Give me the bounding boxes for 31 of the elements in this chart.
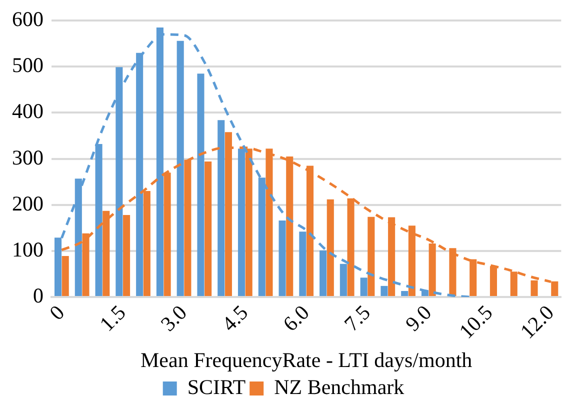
y-tick-label: 500 (12, 53, 44, 78)
x-tick-label: 4.5 (217, 300, 253, 336)
x-tick-label: 3.0 (156, 300, 192, 336)
x-tick-label: 7.5 (339, 300, 375, 336)
legend-label: SCIRT (187, 375, 246, 400)
legend-label: NZ Benchmark (274, 375, 405, 400)
y-tick-label: 600 (12, 7, 44, 32)
bar (218, 120, 225, 296)
y-tick-label: 400 (12, 99, 44, 124)
bar (62, 256, 69, 296)
x-tick-label: 0 (44, 300, 70, 325)
bar (368, 216, 375, 296)
y-tick-label: 100 (12, 237, 44, 262)
y-tick-label: 300 (12, 145, 44, 170)
bar (401, 291, 408, 296)
bar (204, 162, 212, 296)
bar (380, 286, 388, 296)
bar (123, 215, 130, 296)
x-axis-title: Mean FrequencyRate - LTI days/month (140, 348, 473, 372)
x-tick-label: 9.0 (400, 300, 436, 336)
x-tick-label: 10.5 (454, 300, 498, 344)
bar (176, 40, 184, 296)
bar (278, 220, 286, 296)
x-tick-label: 1.5 (94, 300, 130, 336)
x-tick-label: 12.0 (515, 300, 558, 344)
x-tick-label: 6.0 (278, 300, 314, 336)
y-tick-label: 200 (12, 191, 44, 216)
bar (197, 74, 204, 296)
bar (326, 199, 334, 296)
y-tick-label: 0 (33, 284, 44, 308)
bar (360, 278, 368, 296)
